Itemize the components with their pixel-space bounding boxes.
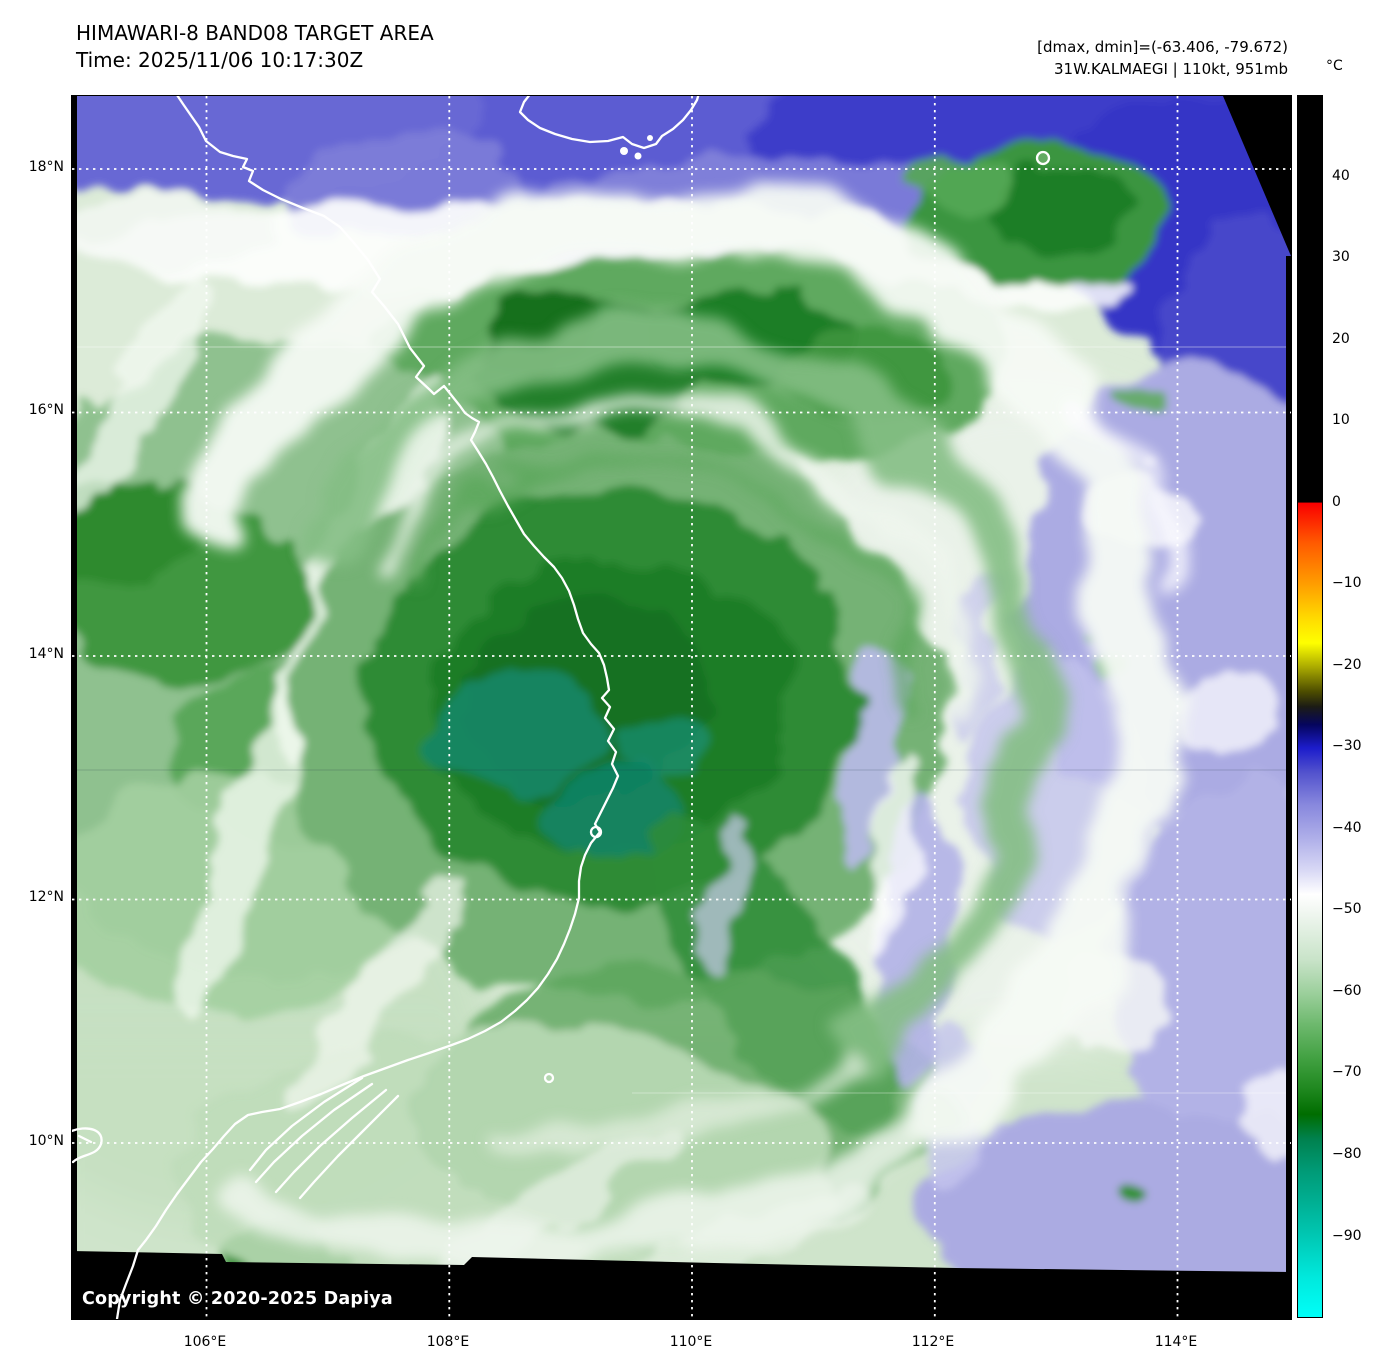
islet-outline [589,825,603,839]
delta-channel [254,1082,374,1184]
colorbar-tick: −90 [1332,1228,1362,1244]
lat-tick-label: 16°N [28,402,64,418]
info-block: [dmax, dmin]=(-63.406, -79.672) 31W.KALM… [1037,36,1288,80]
delta-channel [248,1076,364,1172]
lon-tick-label: 112°E [911,1334,955,1350]
colorbar-tick: 20 [1332,331,1350,347]
lat-tick-label: 14°N [28,646,64,662]
colorbar-tick: −70 [1332,1064,1362,1080]
colorbar-tick: −50 [1332,901,1362,917]
nodata-regions [72,96,1291,1319]
figure-timestamp: Time: 2025/11/06 10:17:30Z [76,48,364,72]
coastline-gulf [72,1127,103,1164]
coastline-vietnam [115,96,620,1319]
colorbar-unit-label: °C [1326,58,1343,74]
lon-tick-label: 108°E [426,1334,470,1350]
coastline [72,96,1051,1319]
lon-tick-label: 114°E [1154,1334,1198,1350]
coastline-north [518,96,700,150]
lat-tick-label: 10°N [28,1133,64,1149]
colorbar-tick: −20 [1332,657,1362,673]
graticule [72,96,1291,1319]
colorbar-tick: −60 [1332,983,1362,999]
spiral-bands [176,182,1197,1273]
islet-outline [543,1072,555,1084]
colorbar-tick: 30 [1332,249,1350,265]
delta-channel [274,1088,388,1194]
colorbar-tick: −80 [1332,1146,1362,1162]
colorbar-tick: 0 [1332,494,1341,510]
storm-id-intensity: 31W.KALMAEGI | 110kt, 951mb [1054,60,1288,78]
satellite-imagery [72,96,1291,1319]
colorbar-tick: −40 [1332,820,1362,836]
colorbar-tick: −10 [1332,575,1362,591]
lat-tick-label: 18°N [28,159,64,175]
figure-title: HIMAWARI-8 BAND08 TARGET AREA [76,21,434,45]
dmax-dmin-readout: [dmax, dmin]=(-63.406, -79.672) [1037,38,1288,56]
lon-tick-label: 106°E [183,1334,227,1350]
lon-tick-label: 110°E [669,1334,713,1350]
scan-seams [72,346,1291,1094]
lat-tick-label: 12°N [28,889,64,905]
colorbar-tick: 10 [1332,412,1350,428]
copyright-watermark: Copyright © 2020-2025 Dapiya [82,1289,393,1309]
colorbar [1297,95,1323,1318]
delta-channel [298,1094,400,1200]
title-block: HIMAWARI-8 BAND08 TARGET AREA Time: 2025… [76,20,434,74]
island-icon [1035,150,1051,166]
coastal-clutter [620,135,653,160]
satellite-map: Copyright © 2020-2025 Dapiya [71,95,1292,1320]
colorbar-tick: 40 [1332,168,1350,184]
colorbar-tick: −30 [1332,738,1362,754]
